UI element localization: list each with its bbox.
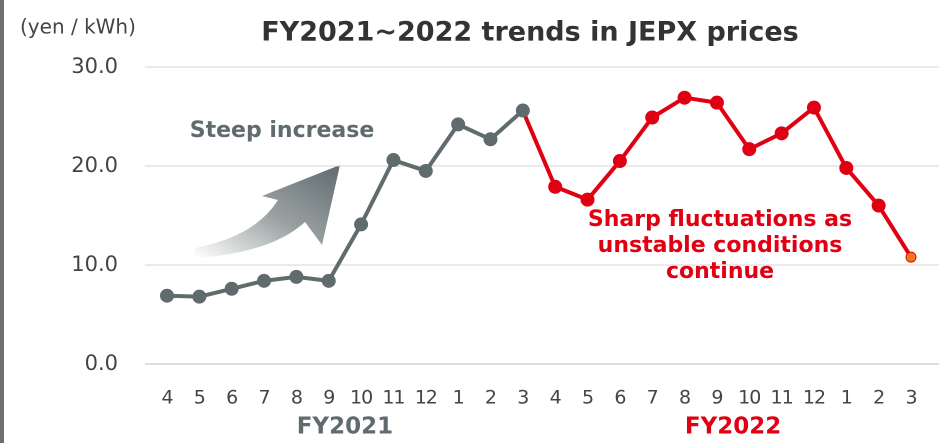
x-tick-label: 7 <box>647 387 658 409</box>
data-point <box>548 179 563 194</box>
data-point <box>515 103 530 118</box>
x-tick-label: 11 <box>771 387 793 409</box>
data-point <box>839 160 854 175</box>
arrow-graphic <box>195 165 340 258</box>
x-tick-label: 4 <box>550 387 562 409</box>
annotation: continue <box>666 259 774 284</box>
annotation: unstable conditions <box>598 233 843 258</box>
x-tick-label: 9 <box>323 387 334 409</box>
x-tick-label: 5 <box>582 387 593 409</box>
x-tick-label: 1 <box>841 387 852 409</box>
x-tick-label: 2 <box>485 387 496 409</box>
x-tick-label: 8 <box>291 387 302 409</box>
data-point <box>192 289 207 304</box>
x-tick-label: 3 <box>517 387 528 409</box>
x-tick-label: 7 <box>258 387 269 409</box>
annotation: Sharp fluctuations as <box>588 207 852 232</box>
data-point <box>645 110 660 125</box>
annotation: Steep increase <box>190 118 375 143</box>
x-tick-label: 8 <box>679 387 690 409</box>
x-tick-label: 6 <box>614 387 625 409</box>
data-point <box>224 281 239 296</box>
x-tick-label: 12 <box>415 387 437 409</box>
y-tick-label: 20.0 <box>71 153 118 177</box>
data-point <box>709 95 724 110</box>
x-tick-label: 3 <box>905 387 916 409</box>
data-point <box>905 251 917 263</box>
y-tick-label: 30.0 <box>71 54 118 78</box>
data-point <box>321 273 336 288</box>
x-tick-label: 4 <box>161 387 173 409</box>
x-tick-label: 1 <box>453 387 464 409</box>
x-tick-label: 11 <box>382 387 404 409</box>
data-point <box>257 273 272 288</box>
x-tick-label: 5 <box>194 387 205 409</box>
x-tick-label: 10 <box>738 387 760 409</box>
data-point <box>806 100 821 115</box>
x-tick-label: 9 <box>711 387 722 409</box>
y-axis-label: (yen / kWh) <box>20 15 136 39</box>
chart-title: FY2021~2022 trends in JEPX prices <box>261 17 799 48</box>
data-point <box>612 154 627 169</box>
data-point <box>451 117 466 132</box>
data-point <box>386 153 401 168</box>
left-border <box>0 0 4 443</box>
data-point <box>418 163 433 178</box>
group-label: FY2022 <box>685 414 781 440</box>
data-point <box>677 90 692 105</box>
data-point <box>160 288 174 303</box>
data-point <box>483 132 498 147</box>
x-tick-label: 6 <box>226 387 237 409</box>
x-tick-label: 12 <box>803 387 825 409</box>
data-point <box>289 269 304 284</box>
y-tick-label: 0.0 <box>85 351 118 375</box>
x-tick-label: 2 <box>873 387 884 409</box>
group-label: FY2021 <box>297 414 393 440</box>
data-point <box>774 126 789 141</box>
data-point <box>354 217 369 232</box>
x-tick-label: 10 <box>350 387 372 409</box>
y-tick-label: 10.0 <box>71 252 118 276</box>
data-point <box>580 192 595 207</box>
data-point <box>871 198 886 213</box>
data-point <box>742 142 757 157</box>
